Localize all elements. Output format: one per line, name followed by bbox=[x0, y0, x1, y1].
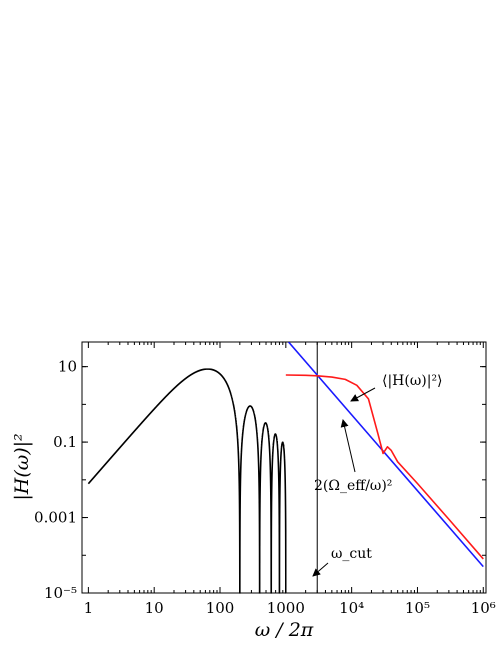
annotations: ⟨|H(ω)|²⟩ 2(Ω_eff/ω)² ω_cut bbox=[312, 373, 443, 577]
plot-frame bbox=[81, 341, 487, 594]
black-curve bbox=[88, 369, 285, 593]
x-axis-label: ω / 2π bbox=[255, 619, 314, 641]
y-tick-label: 0.1 bbox=[53, 433, 77, 451]
y-tick-label: 10 bbox=[58, 358, 77, 376]
x-tick-label: 10 bbox=[145, 599, 164, 617]
x-tick-label: 1 bbox=[84, 599, 94, 617]
annotation-omega-cut: ω_cut bbox=[331, 546, 372, 562]
blue-line bbox=[287, 342, 484, 568]
y-tick-label: 0.001 bbox=[34, 509, 77, 527]
x-tick-label: 100 bbox=[206, 599, 235, 617]
axis-ticks bbox=[82, 342, 486, 594]
annotation-average-arrow bbox=[350, 387, 376, 402]
axis-tick-labels: 1 10 100 1000 10⁴ 10⁵ 10⁶ 10 0.1 0.001 10⁻⁵ bbox=[34, 358, 496, 617]
x-tick-label: 1000 bbox=[267, 599, 305, 617]
red-curve bbox=[285, 374, 484, 560]
x-tick-label: 10⁴ bbox=[339, 599, 364, 617]
series-group bbox=[88, 342, 484, 593]
annotation-asymptote-arrow bbox=[340, 419, 356, 473]
y-axis-label: |H(ω)|² bbox=[11, 433, 33, 500]
annotation-omega-cut-arrow bbox=[312, 562, 329, 577]
y-tick-label: 10⁻⁵ bbox=[44, 584, 77, 602]
x-tick-label: 10⁵ bbox=[405, 599, 430, 617]
annotation-asymptote: 2(Ω_eff/ω)² bbox=[314, 478, 392, 494]
annotation-average: ⟨|H(ω)|²⟩ bbox=[382, 373, 443, 389]
x-tick-label: 10⁶ bbox=[471, 599, 496, 617]
